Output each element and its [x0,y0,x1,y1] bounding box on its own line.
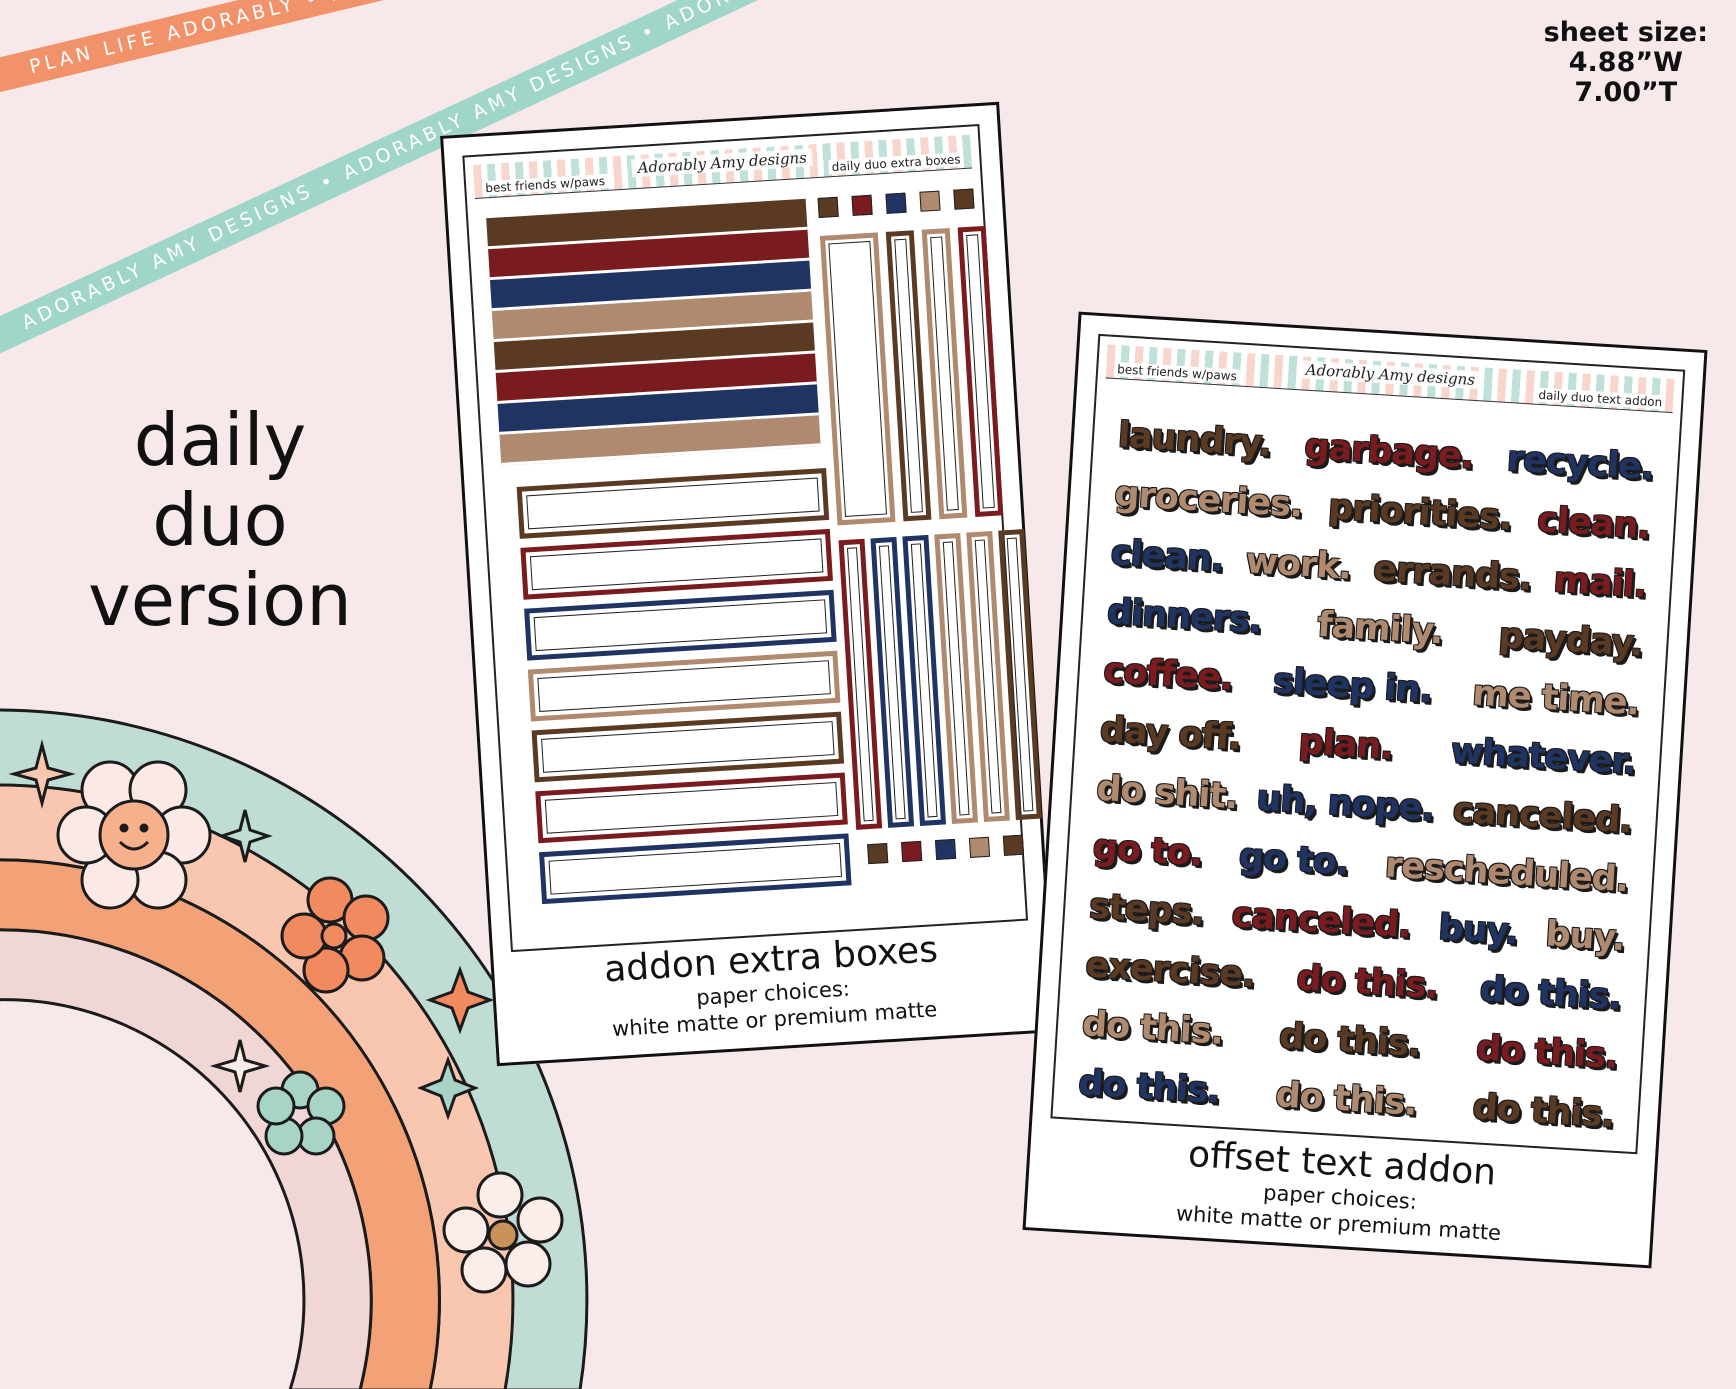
color-square [953,188,975,210]
word-sticker: canceled. [1451,789,1633,841]
color-square [968,836,991,858]
word-sticker: exercise. [1084,944,1256,996]
color-square [867,842,889,865]
color-square [934,838,957,861]
sparkle-icon [8,739,76,809]
horizontal-box [535,772,848,844]
sheet-header-right: daily duo extra boxes [828,152,964,175]
color-square [901,840,923,863]
word-sticker: garbage. [1303,426,1475,477]
brand-logo: Adorably Amy designs [631,148,814,178]
word-sticker: canceled. [1230,894,1412,946]
word-sticker: family. [1316,604,1444,652]
word-sticker: rescheduled. [1383,844,1630,900]
offset-text-sticker-area: best friends w/paws Adorably Amy designs… [1050,333,1686,1155]
word-sticker: do this. [1274,1074,1418,1124]
sheet-header-left: best friends w/paws [481,173,609,196]
horizontal-box [520,528,833,600]
sheet-header-left: best friends w/paws [1113,361,1241,384]
vertical-boxes-bottom [838,529,1042,830]
star-icon [416,1055,480,1121]
color-squares-bottom [867,834,1025,865]
sheet-size-label: sheet size: [1543,17,1708,48]
word-sticker: sleep in. [1272,660,1434,711]
color-square [1002,834,1025,856]
word-sticker: do this. [1077,1062,1221,1112]
version-line-2: duo [152,478,288,562]
version-heading: daily duo version [70,400,370,640]
horizontal-box [527,650,841,722]
horizontal-box [524,589,837,661]
version-line-1: daily [133,398,307,482]
word-sticker: go to. [1091,827,1204,874]
word-sticker: buy. [1544,913,1626,959]
word-sticker: uh, nope. [1255,777,1435,829]
word-sticker: groceries. [1113,473,1304,526]
color-stripes [486,198,821,466]
color-squares-top [817,188,975,218]
word-sticker: clean. [1536,499,1651,547]
word-sticker: work. [1244,540,1353,588]
smiley-flower-icon [56,760,212,910]
vertical-box [819,232,896,526]
white-flower-icon [442,1171,564,1294]
word-sticker: errands. [1372,548,1533,599]
word-sticker: coffee. [1102,650,1234,699]
orange-flower-icon [280,876,390,994]
word-sticker: do this. [1471,1086,1615,1136]
word-sticker: do this. [1475,1027,1619,1077]
word-sticker: do shit. [1095,768,1239,817]
color-square [851,194,873,216]
word-stickers: laundry. garbage. recycle. groceries. priori… [1077,405,1655,1144]
horizontal-box [538,833,852,905]
sparkle-icon [209,1039,271,1093]
word-sticker: go to. [1237,835,1350,883]
word-sticker: do this. [1080,1003,1225,1053]
sheet-size-width: 4.88”W [1568,47,1683,78]
word-sticker: recycle. [1505,438,1655,488]
word-sticker: buy. [1437,907,1519,953]
sheet-header: best friends w/paws Adorably Amy designs… [472,134,973,199]
horizontal-boxes [516,468,852,913]
word-sticker: dinners. [1106,591,1263,641]
sheet-size-height: 7.00”T [1574,77,1678,108]
sheet-header-right: daily duo text addon [1535,387,1666,410]
offset-text-sheet: best friends w/paws Adorably Amy designs… [1022,311,1708,1269]
word-sticker: payday. [1497,615,1644,665]
color-square [885,192,907,214]
color-square [919,190,941,212]
brand-logo: Adorably Amy designs [1299,360,1482,390]
rainbow-illustration [0,708,589,1389]
extra-boxes-sheet: best friends w/paws Adorably Amy designs… [440,101,1056,1067]
horizontal-box [531,711,845,783]
word-sticker: clean. [1109,532,1225,580]
teal-flower-icon [256,1070,346,1156]
word-sticker: me time. [1471,672,1641,724]
version-line-3: version [88,558,352,642]
word-sticker: plan. [1297,721,1394,768]
color-square [817,196,839,218]
word-sticker: steps. [1088,885,1205,933]
word-sticker: do this. [1478,968,1623,1018]
sheet-size-info: sheet size: 4.88”W 7.00”T [1544,18,1708,108]
word-sticker: priorities. [1327,486,1513,538]
word-sticker: laundry. [1117,414,1272,465]
sparkle-icon [217,809,273,863]
horizontal-box [516,468,830,539]
sheet-header: best friends w/paws Adorably Amy designs… [1105,344,1675,414]
word-sticker: whatever. [1449,730,1637,782]
word-sticker: mail. [1552,559,1648,606]
word-sticker: do this. [1295,957,1439,1007]
vertical-boxes-top [819,225,1004,526]
extra-boxes-sticker-area: best friends w/paws Adorably Amy designs… [462,124,1042,953]
word-sticker: day off. [1098,709,1242,758]
star-icon [425,965,495,1035]
word-sticker: do this. [1278,1015,1422,1065]
